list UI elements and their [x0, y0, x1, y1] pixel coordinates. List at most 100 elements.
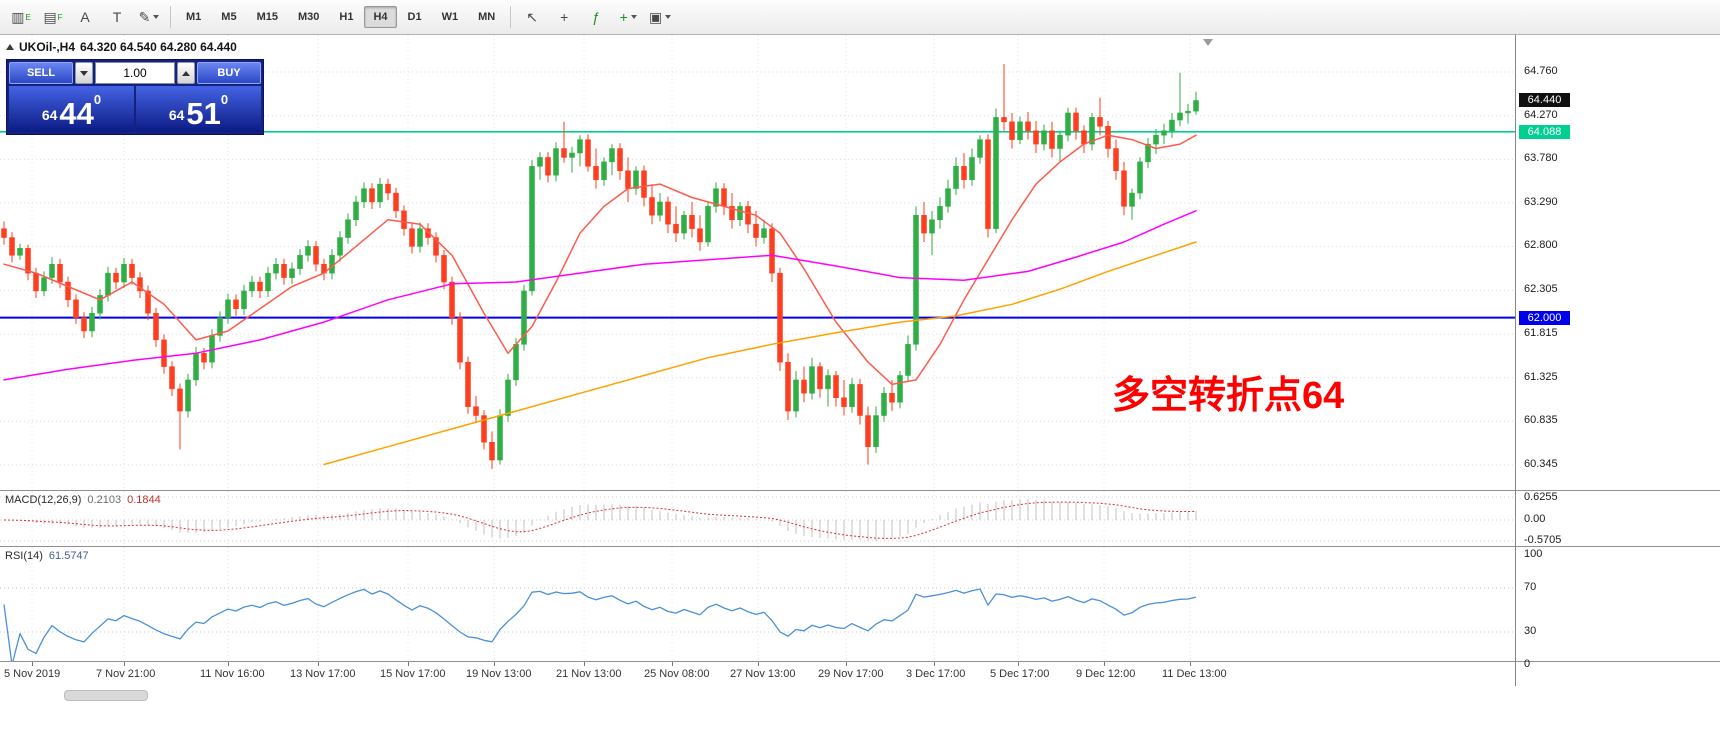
volume-increase-button[interactable] — [177, 62, 195, 84]
timeframe-button-d1[interactable]: D1 — [407, 11, 422, 23]
sell-price-sup: 0 — [93, 92, 102, 107]
indicators-icon[interactable]: ƒ — [592, 9, 601, 25]
timeframe-button-m30[interactable]: M30 — [297, 11, 320, 23]
ma-fast-line — [3, 134, 1197, 386]
rsi-value: 61.5747 — [48, 550, 89, 562]
macd-pane[interactable]: MACD(12,26,9) 0.2103 0.1844 — [0, 491, 1515, 547]
rsi-svg — [0, 547, 1515, 661]
timeframe-button-mn[interactable]: MN — [478, 11, 496, 23]
time-axis-label: 27 Nov 13:00 — [730, 668, 796, 680]
volume-decrease-button[interactable] — [75, 62, 93, 84]
rsi-pane[interactable]: RSI(14) 61.5747 — [0, 547, 1515, 662]
timeframe-button-m15[interactable]: M15 — [256, 11, 278, 23]
chart-workspace: UKOil-,H4 64.320 64.540 64.280 64.440 SE… — [0, 35, 1720, 686]
macd-axis-label: 0.6255 — [1524, 491, 1558, 503]
crosshair-icon[interactable]: + — [560, 9, 569, 25]
price-axis-macd[interactable]: 0.6255 0.00 -0.5705 — [1516, 491, 1720, 547]
toolbar-left-icons: ▥ E ▤ F A T ✎ — [6, 4, 164, 30]
sell-price-display[interactable]: 64 44 0 — [9, 86, 134, 132]
buy-price-head: 64 — [168, 107, 185, 123]
text-tool-icon[interactable]: T — [112, 9, 122, 25]
time-axis-label: 11 Dec 13:00 — [1162, 668, 1227, 680]
rsi-axis-label: 0 — [1524, 658, 1531, 670]
time-axis-tick — [32, 662, 33, 666]
annotation-label-icon[interactable]: A — [80, 9, 90, 25]
time-axis-tick — [1190, 662, 1191, 666]
volume-input[interactable] — [95, 62, 175, 84]
chart-title: UKOil-,H4 64.320 64.540 64.280 64.440 — [6, 40, 237, 54]
timeframe-button-w1[interactable]: W1 — [441, 11, 459, 23]
rsi-label: RSI(14) 61.5747 — [5, 550, 89, 562]
rsi-line — [3, 588, 1197, 661]
collapse-arrow-icon[interactable] — [6, 44, 14, 50]
timeframe-button-h1[interactable]: H1 — [339, 11, 354, 23]
buy-button[interactable]: BUY — [197, 62, 261, 84]
price-axis-label: 60.835 — [1524, 414, 1558, 427]
time-axis-label: 5 Dec 17:00 — [990, 668, 1050, 680]
main-chart-pane[interactable]: UKOil-,H4 64.320 64.540 64.280 64.440 SE… — [0, 35, 1515, 491]
chart-profile-icon[interactable]: ▤ F — [43, 8, 63, 25]
time-axis-tick — [846, 662, 847, 666]
ohlc-values: 64.320 64.540 64.280 64.440 — [80, 40, 237, 54]
toolbar-separator — [510, 6, 512, 28]
time-axis-tick — [584, 662, 585, 666]
time-axis-tick — [228, 662, 229, 666]
time-axis-tick — [1018, 662, 1019, 666]
price-axis-label: 63.780 — [1524, 152, 1558, 165]
time-axis-label: 13 Nov 17:00 — [290, 668, 356, 680]
rsi-axis-label: 30 — [1524, 625, 1537, 637]
price-axis-label: 62.305 — [1524, 283, 1558, 296]
buy-price-sup: 0 — [220, 92, 229, 107]
time-axis-tick — [408, 662, 409, 666]
price-axis-main[interactable]: 64.760 64.270 63.780 63.290 62.800 62.305 61.8… — [1516, 35, 1720, 491]
up-arrow-icon — [182, 70, 190, 76]
time-axis-label: 5 Nov 2019 — [4, 668, 61, 680]
macd-name: MACD(12,26,9) — [5, 494, 82, 506]
down-arrow-icon — [80, 70, 88, 76]
price-axis-label: 64.760 — [1524, 65, 1558, 77]
macd-signal-value: 0.1844 — [127, 494, 161, 506]
sell-price-big: 44 — [59, 95, 94, 131]
time-axis-label: 15 Nov 17:00 — [380, 668, 446, 680]
macd-signal-line — [3, 501, 1197, 539]
time-axis-label: 7 Nov 21:00 — [96, 668, 156, 680]
timeframe-button-m1[interactable]: M1 — [186, 11, 202, 23]
sell-button[interactable]: SELL — [9, 62, 73, 84]
macd-main-value: 0.2103 — [87, 494, 122, 506]
cursor-mode-icon[interactable]: ↖ — [526, 8, 539, 25]
price-axis-rsi[interactable]: 100 70 30 0 — [1516, 547, 1720, 670]
scrollbar-thumb[interactable] — [64, 690, 148, 701]
time-axis-label: 25 Nov 08:00 — [644, 668, 710, 680]
chart-window-icon[interactable]: ▣ — [645, 4, 675, 30]
rsi-name: RSI(14) — [5, 550, 43, 562]
dropdown-arrow-icon — [153, 15, 160, 19]
time-axis[interactable]: 5 Nov 2019 7 Nov 21:00 11 Nov 16:00 13 Nov … — [0, 662, 1515, 686]
timeframe-button-m5[interactable]: M5 — [221, 11, 237, 23]
sell-price-head: 64 — [41, 107, 58, 123]
price-axis-label: 62.800 — [1524, 239, 1558, 252]
timeframe-buttons: M1 M5 M15 M30 H1 H4 D1 W1 MN — [177, 6, 504, 28]
horizontal-scrollbar[interactable] — [0, 688, 1720, 702]
timeframe-button-h4[interactable]: H4 — [364, 6, 397, 28]
time-axis-tick — [494, 662, 495, 666]
add-indicator-icon[interactable]: + — [613, 4, 643, 30]
ma-mid-line — [3, 210, 1197, 381]
price-axis-label: 61.815 — [1524, 327, 1558, 340]
dropdown-arrow-icon — [630, 15, 637, 19]
ma-slow-line — [323, 241, 1197, 466]
buy-price-big: 51 — [186, 95, 221, 131]
macd-axis-label: 0.00 — [1524, 513, 1546, 525]
candles-layer — [1, 63, 1199, 469]
price-axis-label: 64.270 — [1524, 108, 1558, 121]
buy-price-display[interactable]: 64 51 0 — [136, 86, 261, 132]
candlestick-chart-icon[interactable]: ▥ E — [11, 8, 31, 25]
chart-shift-marker-icon[interactable] — [1203, 39, 1213, 46]
support-level-badge: 62.000 — [1519, 310, 1570, 325]
price-axis-label: 60.345 — [1524, 457, 1558, 470]
price-axis-column[interactable]: 64.760 64.270 63.780 63.290 62.800 62.305 61.8… — [1516, 35, 1720, 686]
symbol-period-label: UKOil-,H4 — [19, 40, 76, 54]
toolbar-separator — [170, 6, 171, 28]
time-axis-label: 9 Dec 12:00 — [1076, 668, 1136, 680]
time-axis-tick — [934, 662, 935, 666]
drawing-tools-icon[interactable]: ✎ — [134, 4, 164, 30]
